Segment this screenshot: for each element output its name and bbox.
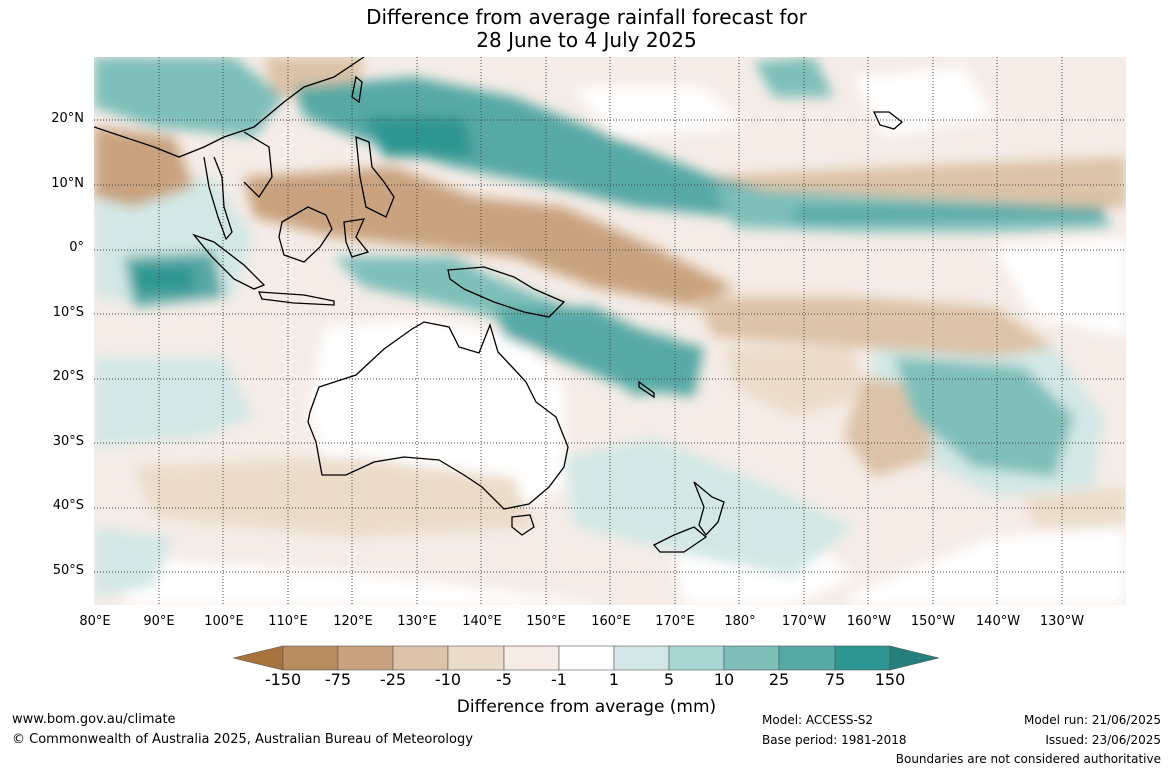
new-guinea-coastline [447,266,566,318]
legend-colorbar [233,645,939,671]
legend-cell [337,645,394,671]
legend-cell [233,645,284,671]
legend-cell [503,645,560,671]
legend-cell [447,645,505,671]
new-zealand-south-coastline [652,526,708,553]
lat-label: 10°N [51,176,84,191]
map-title-line1: Difference from average rainfall forecas… [366,5,807,29]
java-coastline [257,291,335,306]
lat-label: 20°N [51,111,84,126]
model-name: Model: ACCESS-S2 [762,713,874,727]
indochina-coastline [243,131,273,199]
legend-tick-label: -5 [496,670,512,689]
hawaii-coastline [872,111,904,130]
anomaly-field [94,57,1126,605]
coastlines [94,57,904,553]
sulawesi-coastline [343,218,370,258]
legend-tick-label: 150 [874,670,906,689]
tasmania-coastline [511,514,535,536]
lon-label: 170°E [655,614,695,629]
legend-tick-label: -150 [264,670,302,689]
legend-tick-label: -25 [379,670,407,689]
legend-cell [723,645,780,671]
lon-label: 100°E [204,614,244,629]
graticule [94,57,1126,605]
legend-tick-label: 10 [713,670,735,689]
lon-label: 160°E [591,614,631,629]
lon-label: 160°W [846,614,892,629]
lon-label: 180° [724,614,756,629]
sumatra-coastline [192,233,266,290]
legend-tick-label: 5 [663,670,675,689]
philippines-coastline [355,136,395,218]
lon-label: 170°W [781,614,827,629]
lon-label: 150°W [910,614,956,629]
map-title-line2: 28 June to 4 July 2025 [476,28,697,52]
new-zealand-north-coastline [693,481,725,537]
legend-tick-label: -75 [324,670,352,689]
lat-label: 30°S [52,434,84,449]
website-link[interactable]: www.bom.gov.au/climate [12,712,176,727]
legend-cell [558,645,615,671]
mainland-asia-coastline [94,57,365,158]
new-caledonia-coastline [638,380,655,399]
legend-cell [889,645,939,671]
taiwan-coastline [351,75,363,104]
lat-label: 20°S [52,369,84,384]
lat-label: 10°S [52,305,84,320]
legend-tick-label: 75 [824,670,846,689]
lon-label: 140°W [975,614,1021,629]
copyright-text: © Commonwealth of Australia 2025, Austra… [12,732,473,747]
base-period: Base period: 1981-2018 [762,733,907,747]
malay-peninsula-coastline [203,156,233,241]
legend-tick-label: -1 [551,670,567,689]
lon-label: 150°E [526,614,566,629]
legend-tick-label: -10 [434,670,462,689]
legend-title: Difference from average (mm) [456,697,717,717]
legend-cell [613,645,670,671]
lon-label: 130°W [1039,614,1085,629]
lon-label: 110°E [268,614,308,629]
rainfall-anomaly-map [94,57,1126,605]
legend-cell [668,645,725,671]
legend-tick-label: 1 [608,670,620,689]
lon-label: 120°E [333,614,373,629]
legend-cell [834,645,891,671]
issued-date: Issued: 23/06/2025 [1045,733,1161,747]
lon-label: 80°E [79,614,111,629]
legend-cell [282,645,339,671]
lat-label: 50°S [52,563,84,578]
lon-label: 90°E [143,614,175,629]
borneo-coastline [278,206,333,263]
model-run-date: Model run: 21/06/2025 [1023,713,1161,727]
legend-cell [778,645,836,671]
legend-tick-label: 25 [768,670,790,689]
legend-cell [392,645,449,671]
lat-label: 0° [69,240,84,255]
australia-coastline [307,321,569,510]
lon-label: 140°E [462,614,502,629]
lat-label: 40°S [52,498,84,513]
boundaries-disclaimer: Boundaries are not considered authoritat… [895,752,1161,766]
lon-label: 130°E [397,614,437,629]
